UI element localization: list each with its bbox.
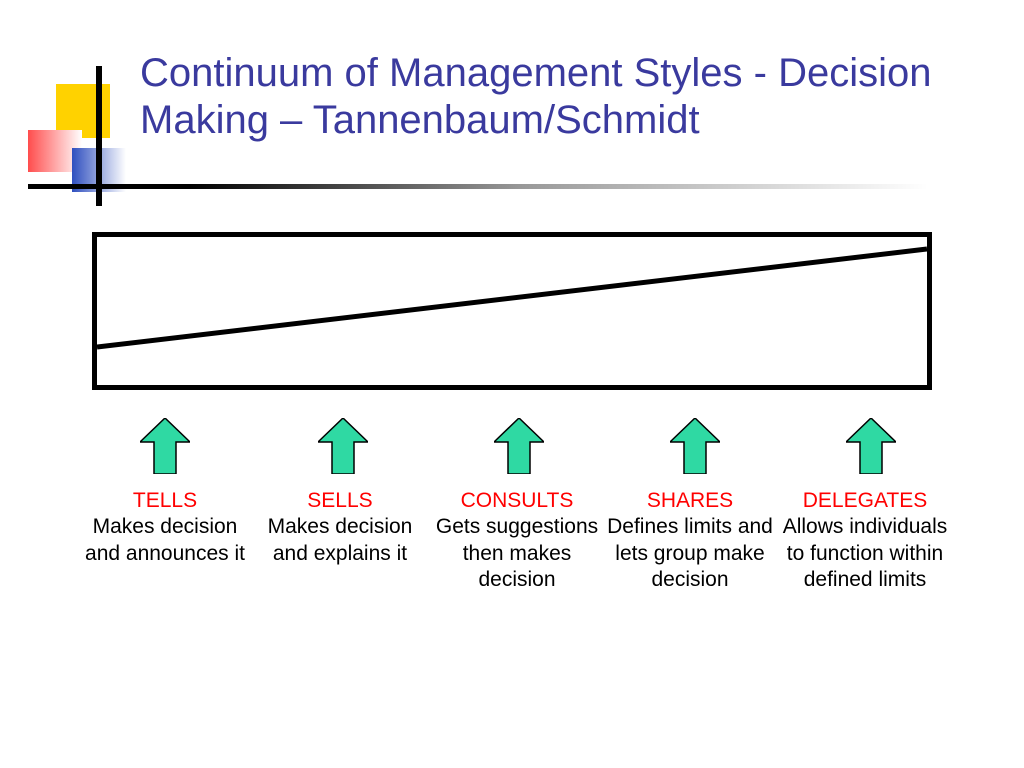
arrow-sells xyxy=(318,418,368,474)
arrow-up-icon xyxy=(318,418,368,474)
arrow-consults xyxy=(494,418,544,474)
arrow-up-icon xyxy=(140,418,190,474)
arrow-shares xyxy=(670,418,720,474)
continuum-diagonal-line xyxy=(97,237,927,385)
style-col-delegates: DELEGATES Allows individuals to function… xyxy=(780,488,950,593)
style-col-consults: CONSULTS Gets suggestions then makes dec… xyxy=(432,488,602,593)
style-desc: Allows individuals to function within de… xyxy=(780,514,950,593)
style-desc: Defines limits and lets group make decis… xyxy=(605,514,775,593)
slide-title: Continuum of Management Styles - Decisio… xyxy=(140,50,990,144)
style-title: SELLS xyxy=(255,488,425,514)
style-title: TELLS xyxy=(80,488,250,514)
continuum-box xyxy=(92,232,932,390)
arrow-up-icon xyxy=(670,418,720,474)
style-col-sells: SELLS Makes decision and explains it xyxy=(255,488,425,567)
logo-bar-horizontal xyxy=(28,184,928,189)
arrow-up-icon xyxy=(494,418,544,474)
style-title: CONSULTS xyxy=(432,488,602,514)
style-title: DELEGATES xyxy=(780,488,950,514)
slide-logo xyxy=(28,84,148,204)
style-desc: Gets suggestions then makes decision xyxy=(432,514,602,593)
style-desc: Makes decision and announces it xyxy=(80,514,250,567)
style-desc: Makes decision and explains it xyxy=(255,514,425,567)
style-title: SHARES xyxy=(605,488,775,514)
arrow-delegates xyxy=(846,418,896,474)
slide: Continuum of Management Styles - Decisio… xyxy=(0,0,1024,768)
logo-bar-vertical xyxy=(96,66,102,206)
style-col-tells: TELLS Makes decision and announces it xyxy=(80,488,250,567)
arrow-up-icon xyxy=(846,418,896,474)
arrow-tells xyxy=(140,418,190,474)
style-col-shares: SHARES Defines limits and lets group mak… xyxy=(605,488,775,593)
continuum-line-path xyxy=(97,249,927,347)
